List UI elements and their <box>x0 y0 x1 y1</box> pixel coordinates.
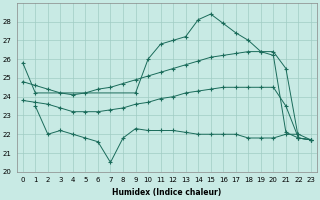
X-axis label: Humidex (Indice chaleur): Humidex (Indice chaleur) <box>112 188 221 197</box>
